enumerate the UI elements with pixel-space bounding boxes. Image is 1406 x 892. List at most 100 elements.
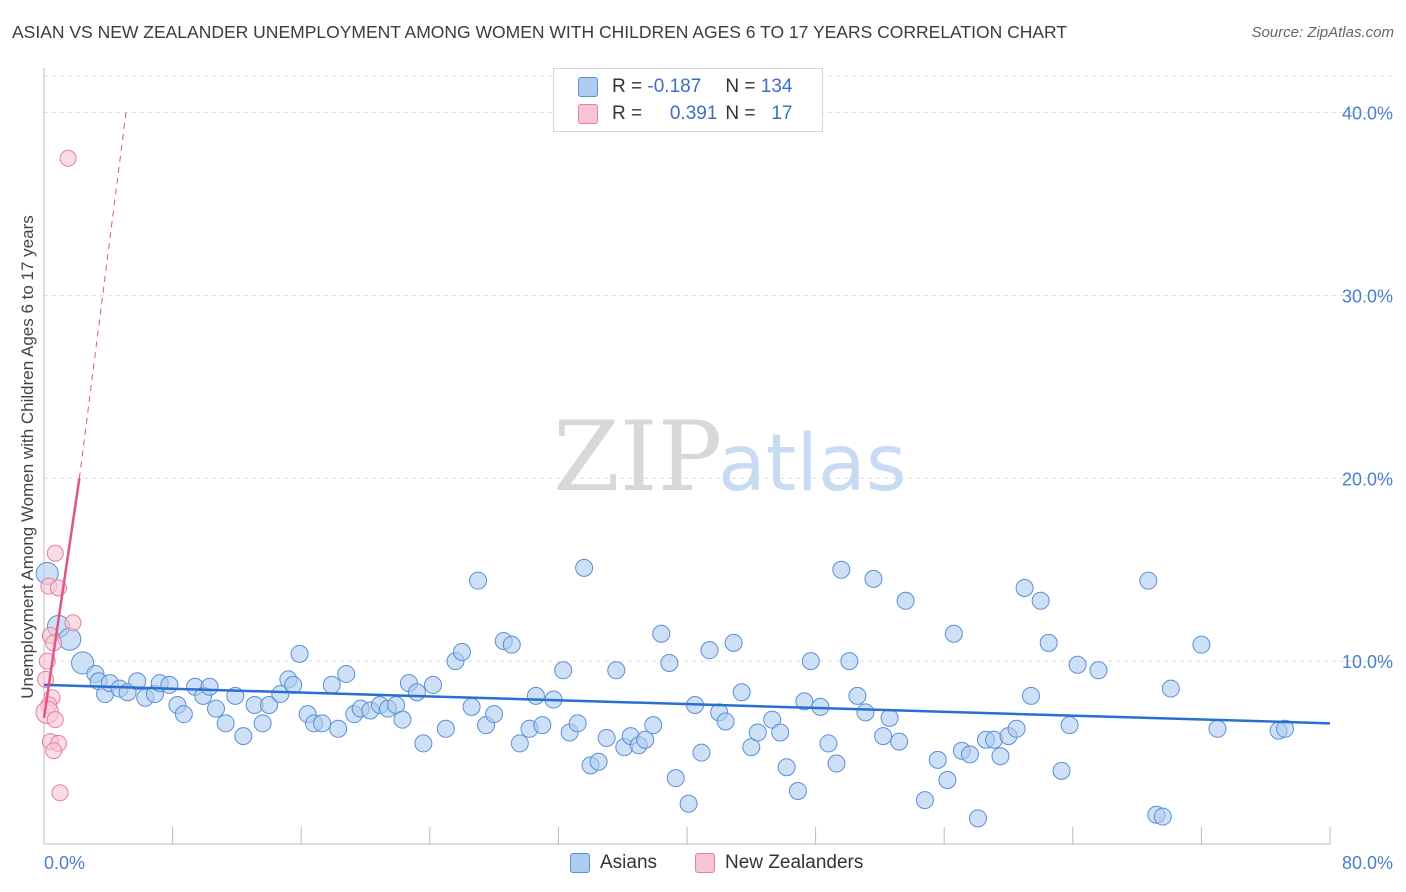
- asian-point: [160, 675, 179, 694]
- asian-point: [234, 727, 253, 746]
- legend-r-label: R =: [612, 76, 643, 97]
- asian-point: [414, 734, 433, 753]
- new-zealanders-points: [35, 149, 82, 802]
- x-tick-label: 0.0%: [44, 853, 85, 873]
- new-zealander-point: [45, 742, 63, 760]
- asian-point: [652, 624, 671, 643]
- asian-point: [469, 571, 488, 590]
- asian-point: [679, 794, 698, 813]
- y-tick-label: 40.0%: [1342, 104, 1393, 124]
- asian-point: [915, 791, 934, 810]
- new-zealander-point: [46, 711, 64, 729]
- asian-point: [462, 697, 481, 716]
- asian-point: [337, 664, 356, 683]
- asian-point: [253, 714, 272, 733]
- legend-n-value: 134: [760, 76, 793, 97]
- asian-point: [58, 627, 82, 651]
- asian-point: [1068, 655, 1087, 674]
- legend-n-value: 17: [771, 103, 793, 124]
- asians-trend-line: [43, 683, 1331, 725]
- asian-point: [724, 633, 743, 652]
- asian-point: [991, 747, 1010, 766]
- legend-r-value: -0.187: [647, 76, 702, 97]
- asian-point: [436, 719, 455, 738]
- asian-point: [329, 719, 348, 738]
- series-legend: Asians New Zealanders: [0, 852, 1406, 878]
- asian-point: [716, 712, 735, 731]
- new-zealander-point: [64, 614, 82, 632]
- legend-n-label: N =: [725, 76, 756, 97]
- asian-point: [526, 686, 545, 705]
- asian-point: [692, 743, 711, 762]
- asian-point: [568, 714, 587, 733]
- asian-point: [795, 692, 814, 711]
- asian-point: [771, 723, 790, 742]
- asian-point: [1275, 719, 1294, 738]
- asian-point: [271, 685, 290, 704]
- asian-point: [1161, 679, 1180, 698]
- asian-point: [510, 734, 529, 753]
- asian-point: [322, 675, 341, 694]
- asian-point: [200, 677, 219, 696]
- asian-point: [554, 661, 573, 680]
- asian-point: [207, 699, 226, 718]
- asian-point: [748, 723, 767, 742]
- trend-lines: [42, 112, 1331, 725]
- asian-point: [290, 644, 309, 663]
- legend-item-asians: Asians: [570, 852, 657, 874]
- asian-point: [1153, 807, 1172, 826]
- asian-point: [216, 714, 235, 733]
- asians-legend-icon: [570, 853, 590, 873]
- new-zealanders-legend-icon: [695, 853, 715, 873]
- asian-point: [880, 708, 899, 727]
- watermark-atlas: atlas: [718, 419, 907, 509]
- asian-point: [944, 624, 963, 643]
- tick-labels: 10.0% 20.0% 30.0% 40.0% 0.0% 80.0%: [44, 104, 1393, 873]
- asian-point: [1060, 716, 1079, 735]
- asian-point: [597, 728, 616, 747]
- gridlines: [44, 75, 1392, 662]
- asian-point: [71, 651, 95, 675]
- legend-row-new-zealanders: R = 0.391 N = 17: [578, 101, 792, 127]
- new-zealander-point: [59, 149, 77, 167]
- legend-row-asians: R = -0.187 N = 134: [578, 74, 792, 100]
- new-zealander-point: [46, 544, 64, 562]
- asian-point: [636, 730, 655, 749]
- y-tick-label: 10.0%: [1342, 652, 1393, 672]
- asian-point: [777, 758, 796, 777]
- legend-label-new-zealanders: New Zealanders: [725, 852, 864, 873]
- new-zealanders-swatch-icon: [578, 104, 598, 124]
- asian-point: [485, 705, 504, 724]
- asian-point: [763, 710, 782, 729]
- watermark-zip: ZIP: [553, 401, 722, 513]
- asian-point: [874, 727, 893, 746]
- asian-point: [801, 652, 820, 671]
- legend-label-asians: Asians: [600, 852, 658, 873]
- asian-point: [174, 705, 193, 724]
- asian-point: [938, 771, 957, 789]
- asian-point: [832, 560, 851, 579]
- asian-point: [827, 754, 846, 773]
- asians-swatch-icon: [578, 77, 598, 97]
- asian-point: [424, 675, 443, 694]
- asian-point: [1007, 719, 1026, 738]
- asian-point: [788, 781, 807, 800]
- asian-point: [407, 683, 426, 702]
- asian-point: [1192, 635, 1211, 654]
- asian-point: [1022, 686, 1041, 705]
- asian-point: [840, 652, 859, 671]
- asian-point: [1052, 761, 1071, 780]
- asian-point: [890, 732, 909, 751]
- legend-r-label: R =: [612, 103, 643, 124]
- asian-point: [575, 558, 594, 577]
- legend-item-new-zealanders: New Zealanders: [695, 852, 863, 874]
- new-zealanders-trend-line: [42, 478, 81, 719]
- y-tick-label: 30.0%: [1342, 286, 1393, 306]
- asian-point: [732, 683, 751, 702]
- chart-title: ASIAN VS NEW ZEALANDER UNEMPLOYMENT AMON…: [12, 22, 1068, 42]
- asian-point: [607, 661, 626, 680]
- asian-point: [848, 686, 867, 705]
- asian-point: [864, 569, 883, 588]
